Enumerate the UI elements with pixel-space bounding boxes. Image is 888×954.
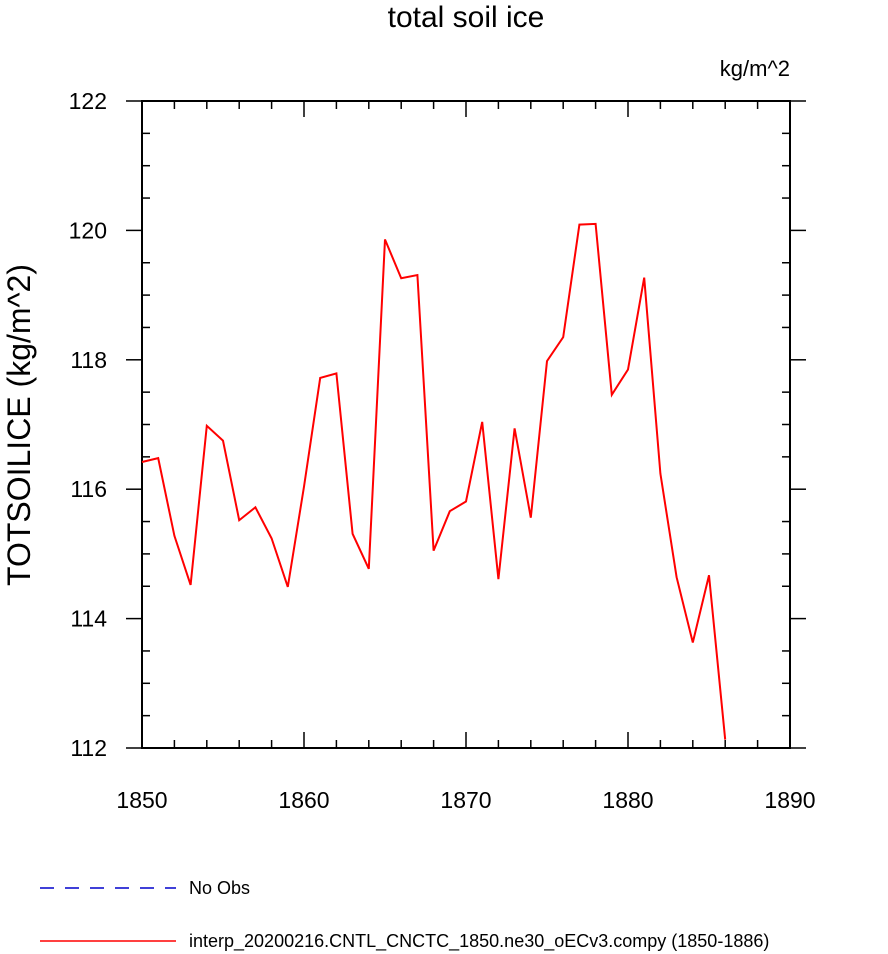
- data-point: [627, 369, 629, 371]
- data-point: [660, 473, 662, 475]
- data-point: [400, 277, 402, 279]
- data-point: [206, 425, 208, 427]
- data-point: [546, 360, 548, 362]
- data-point: [384, 239, 386, 241]
- legend-label: interp_20200216.CNTL_CNCTC_1850.ne30_oEC…: [189, 931, 769, 952]
- data-point: [595, 223, 597, 225]
- y-tick-label: 116: [70, 476, 107, 502]
- data-point: [611, 394, 613, 396]
- data-point: [157, 457, 159, 459]
- y-tick-label: 118: [70, 347, 107, 373]
- data-point: [319, 377, 321, 379]
- data-point: [562, 336, 564, 338]
- data-point: [676, 576, 678, 578]
- y-axis-label: TOTSOILICE (kg/m^2): [1, 264, 37, 586]
- legend: No Obs interp_20200216.CNTL_CNCTC_1850.ne…: [40, 878, 769, 952]
- data-point: [190, 584, 192, 586]
- data-point: [287, 586, 289, 588]
- x-tick-label: 1870: [440, 787, 491, 813]
- units-label: kg/m^2: [720, 56, 790, 81]
- y-tick-label: 114: [70, 606, 107, 632]
- data-point: [498, 578, 500, 580]
- data-point: [417, 274, 419, 276]
- data-point: [368, 568, 370, 570]
- data-point: [481, 421, 483, 423]
- x-tick-label: 1890: [764, 787, 815, 813]
- data-point: [724, 739, 726, 741]
- data-point: [303, 486, 305, 488]
- data-point: [271, 538, 273, 540]
- data-point: [222, 440, 224, 442]
- data-point: [433, 550, 435, 552]
- data-point: [708, 574, 710, 576]
- data-point: [530, 517, 532, 519]
- y-tick-label: 122: [69, 88, 107, 114]
- data-point: [174, 535, 176, 537]
- data-point: [336, 373, 338, 375]
- chart-title: total soil ice: [388, 1, 545, 34]
- data-point: [465, 501, 467, 503]
- plot-frame: [141, 100, 791, 749]
- data-point: [643, 277, 645, 279]
- data-point: [255, 507, 257, 509]
- x-tick-label: 1850: [116, 787, 167, 813]
- x-tick-label: 1880: [602, 787, 653, 813]
- data-point: [449, 510, 451, 512]
- y-tick-label: 112: [70, 735, 107, 761]
- data-point: [352, 533, 354, 535]
- y-tick-label: 120: [69, 217, 107, 243]
- legend-label: No Obs: [189, 878, 250, 898]
- x-tick-label: 1860: [278, 787, 329, 813]
- series-layer: [141, 222, 727, 741]
- data-point: [579, 224, 581, 226]
- data-point: [692, 642, 694, 644]
- axes: 1850 1860 1870 1880 1890 112 114 116 118 120 122: [69, 88, 816, 813]
- data-point: [514, 428, 516, 430]
- data-point: [141, 461, 143, 463]
- data-point: [238, 519, 240, 521]
- series-line: [141, 222, 727, 740]
